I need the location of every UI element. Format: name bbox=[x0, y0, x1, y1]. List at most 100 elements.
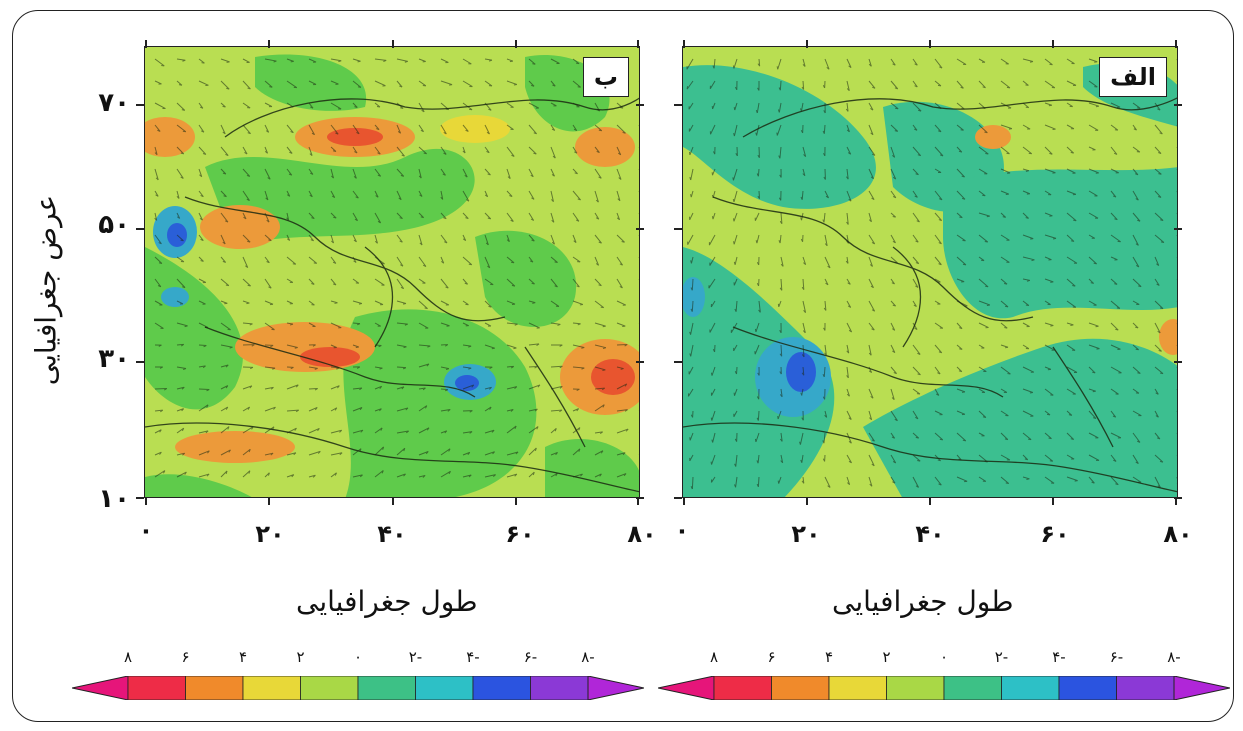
wind-vector bbox=[846, 278, 851, 285]
wind-vector-head bbox=[205, 430, 209, 434]
wind-vector-head bbox=[379, 367, 383, 370]
wind-vector-head bbox=[986, 215, 990, 218]
wind-vector-head bbox=[596, 109, 600, 112]
wind-vector bbox=[396, 322, 408, 325]
wind-vector bbox=[1154, 234, 1165, 243]
wind-vector bbox=[1176, 257, 1177, 258]
wind-vector-head bbox=[398, 197, 402, 201]
wind-vector bbox=[264, 278, 272, 289]
wind-vector bbox=[690, 322, 694, 335]
wind-vector-head bbox=[289, 151, 293, 154]
wind-vector-head bbox=[359, 448, 362, 452]
wind-vector bbox=[308, 102, 314, 109]
wind-vector-head bbox=[317, 451, 321, 454]
wind-vector bbox=[1176, 191, 1177, 193]
wind-vector-head bbox=[578, 448, 581, 452]
wind-vector bbox=[198, 404, 209, 412]
wind-vector-head bbox=[403, 346, 407, 349]
wind-vector-head bbox=[1134, 173, 1139, 176]
wind-vector bbox=[735, 454, 738, 467]
wind-vector-head bbox=[689, 176, 692, 181]
colorbar-low-extend bbox=[657, 675, 715, 701]
wind-vector-head bbox=[712, 348, 716, 353]
wind-vector bbox=[374, 256, 385, 265]
wind-vector-head bbox=[314, 388, 318, 391]
wind-vector bbox=[890, 344, 896, 353]
wind-vector bbox=[594, 431, 603, 434]
wind-vector bbox=[396, 124, 402, 134]
wind-vector-head bbox=[1176, 483, 1177, 484]
wind-vector-head bbox=[780, 263, 784, 267]
wind-vector-head bbox=[602, 347, 607, 349]
wind-vector bbox=[934, 146, 944, 157]
wind-vector-head bbox=[778, 197, 782, 201]
wind-vector bbox=[1066, 300, 1077, 308]
wind-vector bbox=[912, 410, 919, 420]
wind-vector bbox=[1044, 476, 1055, 484]
wind-vector bbox=[912, 212, 920, 223]
wind-vector bbox=[572, 146, 578, 154]
wind-vector bbox=[572, 344, 585, 348]
wind-vector-head bbox=[534, 447, 537, 451]
wind-vector-head bbox=[690, 308, 693, 312]
wind-vector bbox=[1132, 212, 1141, 222]
wind-vector-head bbox=[734, 308, 737, 312]
wind-vector bbox=[286, 168, 293, 176]
axis-tick bbox=[1174, 361, 1182, 363]
wind-vector-head bbox=[825, 282, 829, 286]
wind-vector bbox=[868, 432, 875, 442]
wind-vector-head bbox=[800, 130, 804, 134]
wind-vector-head bbox=[332, 283, 337, 286]
wind-vector bbox=[1000, 102, 1012, 109]
wind-vector bbox=[689, 146, 694, 156]
wind-vector-head bbox=[1090, 282, 1094, 284]
wind-vector-head bbox=[689, 353, 692, 357]
wind-vector-head bbox=[511, 261, 515, 264]
wind-vector bbox=[330, 452, 343, 456]
wind-vector bbox=[846, 168, 849, 180]
wind-vector-head bbox=[982, 86, 986, 89]
wind-vector bbox=[176, 343, 184, 346]
wind-vector bbox=[220, 80, 230, 90]
wind-vector bbox=[286, 300, 293, 305]
wind-vector-head bbox=[1092, 417, 1097, 420]
colorbar-tick-label: ۶ bbox=[767, 648, 776, 666]
wind-vector-head bbox=[1136, 264, 1140, 268]
colorbar-tick-label: ۶ bbox=[181, 648, 190, 666]
wind-vector-head bbox=[847, 482, 850, 486]
wind-vector-head bbox=[376, 105, 381, 108]
wind-vector bbox=[710, 300, 716, 308]
wind-vector-head bbox=[487, 173, 491, 176]
wind-vector-head bbox=[1029, 61, 1034, 63]
wind-vector bbox=[330, 212, 337, 219]
wind-vector-head bbox=[1025, 106, 1029, 109]
wind-vector bbox=[176, 102, 186, 111]
wind-vector bbox=[638, 169, 639, 170]
wind-vector bbox=[1000, 454, 1011, 461]
wind-vector-head bbox=[895, 107, 899, 110]
wind-vector bbox=[242, 168, 251, 177]
wind-vector-head bbox=[891, 436, 895, 439]
wind-vector-head bbox=[206, 404, 209, 408]
wind-vector bbox=[1088, 366, 1096, 374]
wind-vector-head bbox=[960, 86, 964, 89]
wind-vector bbox=[572, 300, 584, 305]
wind-vector-head bbox=[158, 344, 162, 347]
wind-vector bbox=[801, 212, 804, 221]
wind-vector bbox=[374, 470, 384, 478]
wind-vector bbox=[220, 234, 226, 245]
wind-vector-head bbox=[1157, 108, 1161, 111]
wind-vector bbox=[638, 301, 639, 302]
wind-vector bbox=[396, 366, 406, 369]
wind-vector bbox=[1022, 212, 1029, 219]
wind-vector-head bbox=[624, 409, 628, 412]
wind-vector bbox=[712, 190, 716, 199]
colorbar-tick-label: ۸ bbox=[709, 648, 719, 666]
wind-vector bbox=[689, 212, 694, 221]
wind-vector-head bbox=[487, 217, 491, 220]
wind-vector bbox=[506, 386, 517, 390]
wind-vector bbox=[1066, 212, 1077, 222]
wind-vector bbox=[934, 476, 942, 486]
wind-vector bbox=[934, 366, 941, 375]
wind-vector bbox=[638, 191, 639, 193]
